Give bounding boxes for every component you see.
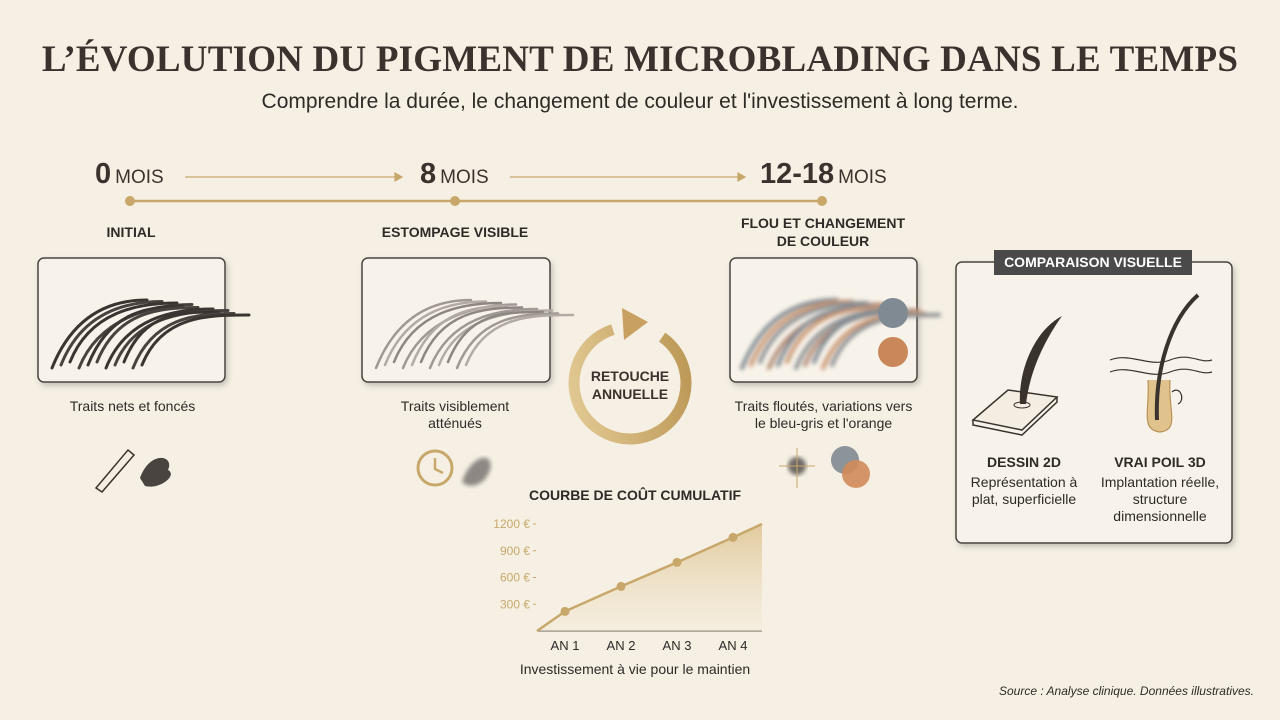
clock-icon <box>416 449 491 487</box>
trail-line <box>732 522 763 539</box>
timeline-dot <box>125 196 135 206</box>
source-note: Source : Analyse clinique. Données illus… <box>998 684 1254 698</box>
time-number: 8 <box>420 158 437 190</box>
time-unit: MOIS <box>838 167 887 188</box>
hair-stroke <box>131 312 236 370</box>
x-tick-label: AN 1 <box>551 638 580 653</box>
stage-time: 12-18 MOIS <box>760 158 887 191</box>
stage-label: INITIAL <box>106 224 156 240</box>
hair-stroke <box>392 301 503 364</box>
x-tick-label: AN 2 <box>607 638 636 653</box>
hair-stroke <box>50 298 149 370</box>
hair-strokes <box>740 298 941 370</box>
hair-stroke <box>749 299 854 367</box>
hair-stroke <box>410 304 509 367</box>
x-axis-label: Investissement à vie pour le maintien <box>520 661 750 677</box>
hair-stroke <box>104 307 215 370</box>
time-unit: MOIS <box>115 167 164 188</box>
comparison-item-text: Représentation à plat, superficielle <box>970 474 1078 507</box>
cost-chart: COURBE DE COÛT CUMULATIF Investissement … <box>493 486 763 677</box>
stage-time: 0 MOIS <box>95 158 164 191</box>
time-number: 12-18 <box>760 158 835 190</box>
stage-caption: Traits floutés, variations vers le bleu-… <box>734 398 913 431</box>
y-tick-label: 1200 € <box>493 517 530 531</box>
retouch-arrow <box>622 308 648 340</box>
hair-stroke <box>446 310 545 364</box>
timeline-dot <box>450 196 460 206</box>
hair-stroke <box>740 298 839 370</box>
data-point <box>616 581 626 591</box>
y-tick-label: 300 € <box>500 597 530 611</box>
hair-stroke <box>419 306 524 364</box>
hair-stroke <box>785 305 890 364</box>
y-tick-label: 900 € <box>500 544 530 558</box>
comparison-item-title: VRAI POIL 3D <box>1114 454 1206 470</box>
hair-stroke <box>428 307 539 370</box>
flat-hair-icon <box>971 316 1062 436</box>
blur-icon <box>779 446 870 488</box>
lead-line <box>536 610 566 633</box>
cost-line <box>564 536 734 613</box>
chart-title: COURBE DE COÛT CUMULATIF <box>529 486 742 503</box>
hair-stroke <box>140 313 251 367</box>
retouch-label: RETOUCHE ANNUELLE <box>590 368 670 402</box>
data-point <box>728 532 738 542</box>
hair-stroke <box>383 300 488 367</box>
hair-stroke <box>95 306 200 364</box>
retouch-ring <box>568 321 692 445</box>
hair-stroke <box>455 312 560 370</box>
color-swatch <box>878 337 908 367</box>
hair-strokes <box>50 298 251 370</box>
comparison-title: COMPARAISON VISUELLE <box>994 250 1192 275</box>
hair-stroke <box>758 301 869 364</box>
hair-stroke <box>464 313 575 367</box>
pen-icon <box>94 448 171 493</box>
hair-stroke <box>374 298 473 370</box>
timeline-dot <box>817 196 827 206</box>
data-point <box>560 606 570 616</box>
comparison-item-text: Implantation réelle, structure dimension… <box>1100 474 1220 524</box>
real-hair-icon <box>1109 293 1213 433</box>
y-tick-label: 600 € <box>500 571 530 585</box>
hair-strokes <box>374 298 575 370</box>
color-swatch <box>878 298 908 328</box>
x-tick-label: AN 3 <box>663 638 692 653</box>
stage-label: FLOU ET CHANGEMENT DE COULEUR <box>740 215 906 249</box>
hair-stroke <box>68 301 179 364</box>
hair-stroke <box>59 300 164 367</box>
arrows <box>185 171 747 183</box>
stage-time: 8 MOIS <box>420 158 489 191</box>
data-point <box>672 557 682 567</box>
title: L’ÉVOLUTION DU PIGMENT DE MICROBLADING D… <box>41 39 1239 80</box>
stage-label: ESTOMPAGE VISIBLE <box>381 224 529 240</box>
time-number: 0 <box>95 158 112 190</box>
x-tick-label: AN 4 <box>719 638 748 653</box>
time-unit: MOIS <box>440 167 489 188</box>
hair-stroke <box>122 310 221 364</box>
hair-stroke <box>86 304 185 367</box>
stage-caption: Traits visiblement atténués <box>400 398 510 431</box>
subtitle: Comprendre la durée, le changement de co… <box>261 90 1019 113</box>
hair-stroke <box>830 313 941 367</box>
stage-caption: Traits nets et foncés <box>69 398 196 414</box>
hair-stroke <box>776 304 875 367</box>
comparison-item-title: DESSIN 2D <box>987 454 1061 470</box>
